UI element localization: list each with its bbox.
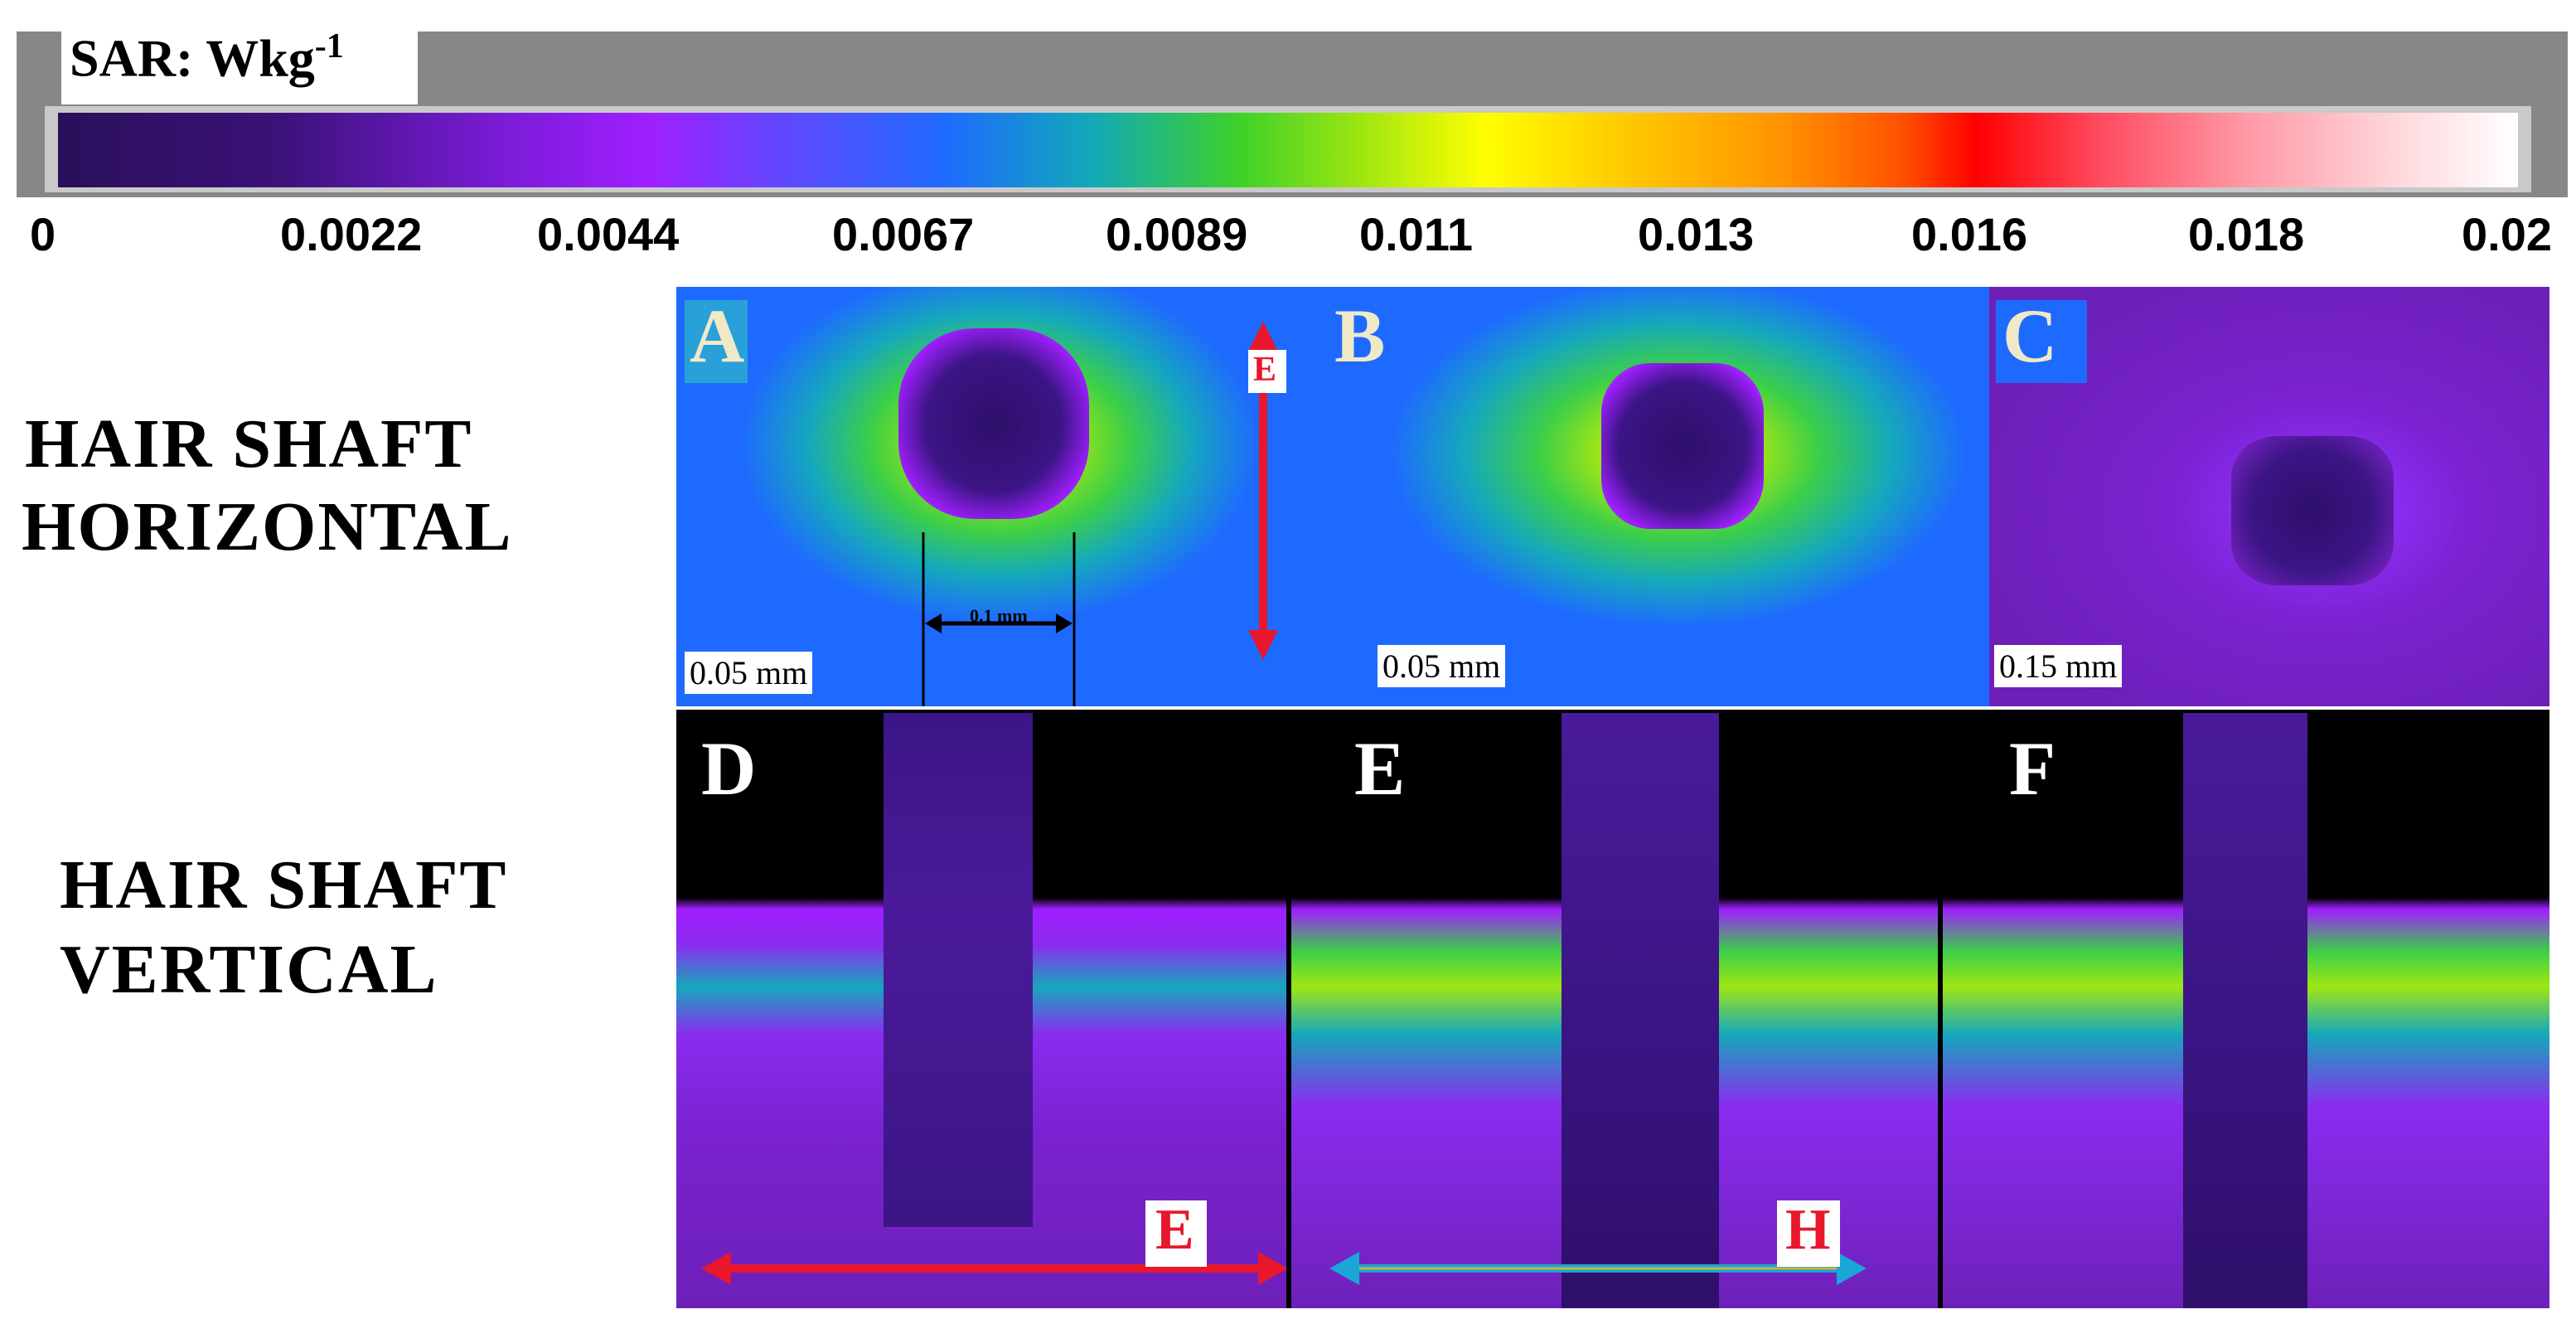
panel-b: B 0.05 mm (1326, 287, 1989, 706)
row-label-horizontal-line2: HORIZONTAL (22, 488, 513, 565)
colorbar-tick-3: 0.0067 (832, 208, 975, 260)
hair-shaft-cross-section (1601, 363, 1764, 529)
colorbar-tick-4: 0.0089 (1106, 208, 1248, 260)
panel-a-label-box (685, 300, 748, 383)
hair-shaft (884, 713, 1033, 1227)
e-field-label-d: E (1155, 1198, 1194, 1262)
panel-e: E H (1291, 713, 1938, 1308)
colorbar-tick-7: 0.016 (1911, 208, 2028, 260)
colorbar-tick-0: 0 (30, 208, 56, 260)
panel-a-label: A (690, 293, 745, 378)
e-field-label-a-box (1248, 350, 1286, 393)
colorbar-title-exponent: -1 (314, 27, 344, 65)
panel-b-scale: 0.05 mm (1378, 645, 1506, 687)
panel-c-scale: 0.15 mm (1994, 645, 2123, 687)
row-label-vertical-line2: VERTICAL (60, 931, 438, 1008)
colorbar-tick-1: 0.0022 (280, 208, 423, 260)
colorbar-tick-9: 0.02 (2462, 208, 2552, 260)
colorbar-tick-5: 0.011 (1359, 208, 1474, 260)
panel-a-scale: 0.05 mm (685, 652, 813, 694)
hair-shaft-cross-section (2231, 436, 2394, 585)
colorbar-title-text: SAR: Wkg (70, 28, 315, 88)
e-field-arrow-horizontal (701, 1252, 1286, 1285)
h-field-label-e-box (1777, 1200, 1840, 1267)
h-field-arrow-horizontal (1329, 1252, 1867, 1285)
panel-a: A E 0.1 mm 0.05 mm (676, 287, 1326, 706)
row-label-horizontal-line1: HAIR SHAFT (25, 405, 473, 483)
measurement-label: 0.1 mm (970, 605, 1028, 626)
panel-c: C 0.15 mm (1989, 287, 2549, 706)
hair-shaft (1562, 713, 1719, 1308)
hair-shaft (2183, 713, 2307, 1308)
colorbar-tick-2: 0.0044 (537, 208, 680, 260)
panel-b-label: B (1334, 293, 1386, 378)
e-field-label-a: E (1253, 351, 1277, 389)
measurement-lines (922, 532, 1076, 706)
hair-shaft-cross-section (898, 328, 1089, 519)
colorbar-tick-8: 0.018 (2188, 208, 2305, 260)
panel-d: D E (676, 713, 1286, 1308)
row-label-vertical-line1: HAIR SHAFT (60, 846, 508, 924)
panel-f-label: F (2009, 726, 2056, 811)
panel-c-label-box (1996, 300, 2087, 383)
h-field-label-e: H (1785, 1198, 1831, 1262)
e-field-label-d-box (1145, 1200, 1207, 1267)
colorbar-gradient (58, 113, 2518, 187)
colorbar-title-box (61, 25, 418, 104)
colorbar-tick-6: 0.013 (1638, 208, 1755, 260)
panel-d-label: D (701, 726, 757, 811)
panel-c-label: C (2002, 293, 2058, 378)
panel-e-label: E (1354, 726, 1406, 811)
panel-f: F (1943, 713, 2549, 1308)
colorbar-title: SAR: Wkg-1 (70, 27, 344, 89)
